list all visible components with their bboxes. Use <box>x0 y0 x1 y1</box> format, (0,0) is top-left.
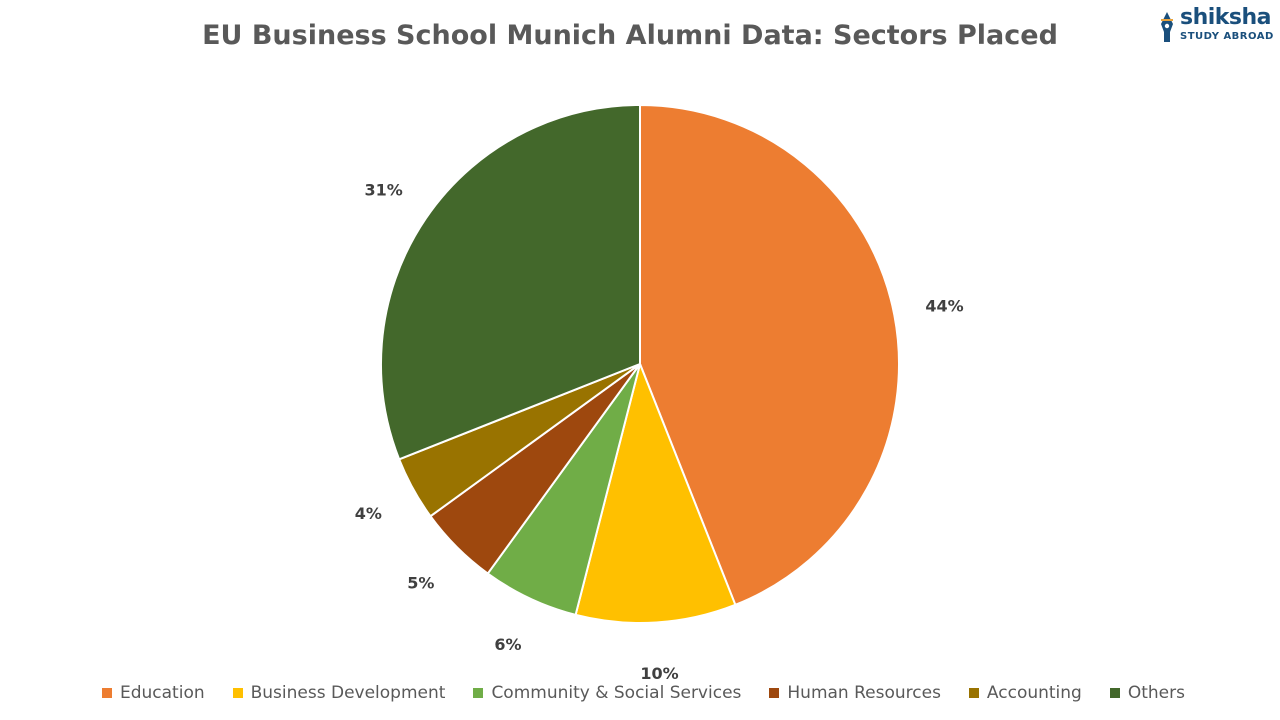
data-label-others: 31% <box>364 180 402 199</box>
data-label-community-and-social-services: 6% <box>494 635 521 654</box>
legend-item-accounting: Accounting <box>968 683 1082 703</box>
legend-item-education: Education <box>101 683 205 703</box>
legend-label: Education <box>119 683 205 703</box>
pie-slice-others <box>380 103 641 461</box>
legend-swatch <box>473 688 484 698</box>
legend-swatch <box>1109 688 1120 698</box>
pen-nib-icon <box>1161 12 1173 42</box>
pie-slice-education <box>639 103 900 607</box>
legend-swatch <box>232 688 243 698</box>
data-label-human-resources: 5% <box>407 574 434 593</box>
data-label-business-development: 10% <box>640 664 678 683</box>
chart-legend: Education Business Development Community &… <box>0 683 1280 703</box>
pie-slice-business-development <box>574 360 737 624</box>
legend-label: Business Development <box>250 683 446 703</box>
legend-label: Others <box>1127 683 1185 703</box>
data-label-education: 44% <box>925 296 963 315</box>
legend-item-business-development: Business Development <box>232 683 446 703</box>
logo-name: shiksha <box>1180 5 1272 30</box>
legend-label: Community & Social Services <box>491 683 742 703</box>
shiksha-logo: shiksha STUDY ABROAD <box>1158 5 1273 48</box>
legend-item-community-and-social-services: Community & Social Services <box>473 683 741 703</box>
legend-label: Accounting <box>986 683 1082 703</box>
chart-title: EU Business School Munich Alumni Data: S… <box>202 20 1058 51</box>
legend-swatch <box>101 688 112 698</box>
legend-item-human-resources: Human Resources <box>769 683 941 703</box>
logo-subtitle: STUDY ABROAD <box>1180 31 1274 42</box>
legend-swatch <box>769 688 780 698</box>
data-label-accounting: 4% <box>355 504 382 523</box>
legend-item-others: Others <box>1109 683 1185 703</box>
legend-swatch <box>968 688 979 698</box>
legend-label: Human Resources <box>787 683 941 703</box>
